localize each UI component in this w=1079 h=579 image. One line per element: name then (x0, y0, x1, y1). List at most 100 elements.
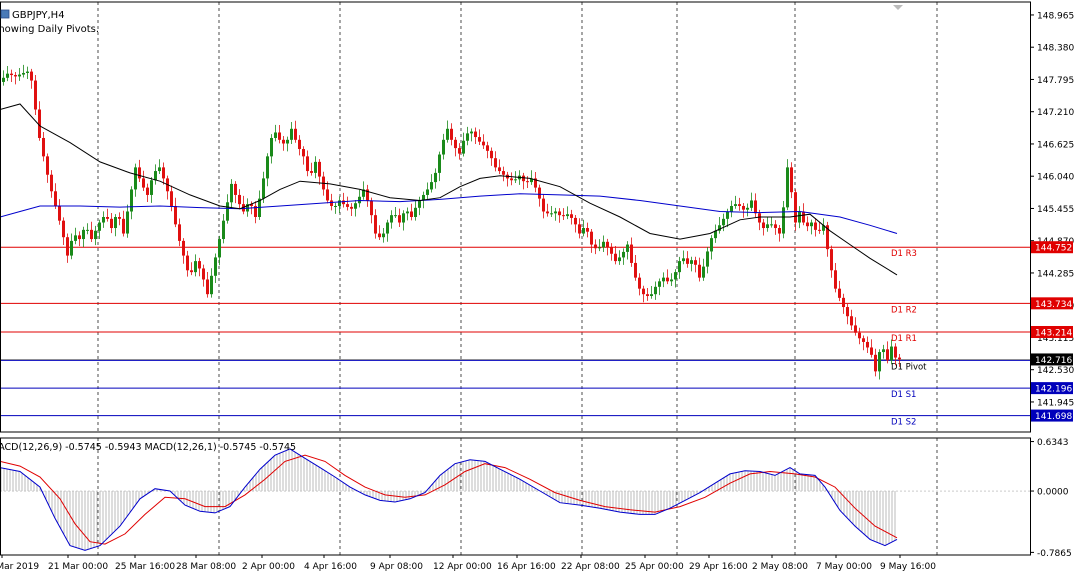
candle-body (454, 139, 457, 149)
candle-body (502, 171, 505, 175)
candle-body (90, 229, 93, 240)
candle-body (290, 128, 293, 140)
candle-body (722, 218, 725, 226)
candle-body (766, 224, 769, 229)
time-tick-label: 29 Apr 16:00 (689, 562, 748, 572)
candle-body (630, 244, 633, 263)
candle-body (190, 270, 193, 273)
macd-panel (0, 448, 1030, 551)
candle-body (186, 255, 189, 271)
candle-body (774, 224, 777, 229)
candle-body (862, 338, 865, 342)
candle-body (846, 307, 849, 317)
candle-body (446, 128, 449, 140)
candle-body (142, 178, 145, 188)
candle-body (490, 150, 493, 159)
candle-body (494, 158, 497, 168)
candle-body (394, 215, 397, 217)
candle-body (698, 264, 701, 278)
candle-body (298, 139, 301, 150)
chart-window-icon[interactable] (0, 9, 10, 19)
candle-body (422, 194, 425, 201)
candle-body (138, 167, 141, 179)
candle-body (338, 200, 341, 206)
price-tick-label: 146.625 (1037, 140, 1074, 150)
macd-tick-label: 0.0000 (1037, 488, 1069, 498)
candle-body (398, 215, 401, 223)
time-tick-label: 21 Mar 00:00 (48, 562, 108, 572)
candle-body (450, 128, 453, 140)
candle-body (750, 200, 753, 208)
candle-body (130, 189, 133, 212)
candle-body (158, 167, 161, 172)
time-tick-label: 16 Apr 16:00 (497, 562, 556, 572)
pivot-price-box (1031, 325, 1073, 338)
candle-body (886, 349, 889, 361)
candle-body (150, 180, 153, 195)
macd-label: MACD(12,26,9) -0.5745 -0.5943 MACD(12,26… (0, 442, 296, 453)
macd-signal-line (0, 454, 898, 545)
candle-body (154, 171, 157, 181)
candle-body (550, 213, 553, 215)
candle-body (238, 194, 241, 205)
candle-body (206, 279, 209, 295)
price-tick-label: 148.380 (1037, 44, 1074, 54)
candle-body (666, 277, 669, 282)
candle-body (2, 77, 5, 82)
candle-body (414, 207, 417, 217)
candle-body (682, 258, 685, 262)
time-tick-label: 19 Mar 2019 (0, 562, 39, 572)
candle-body (402, 213, 405, 223)
candle-body (658, 281, 661, 287)
candle-body (690, 260, 693, 264)
shift-marker-icon[interactable] (893, 5, 903, 10)
time-tick-label: 12 Apr 00:00 (433, 562, 492, 572)
candle-body (178, 224, 181, 241)
candle-body (770, 224, 773, 226)
candle-body (874, 354, 877, 372)
candle-body (714, 230, 717, 239)
candle-body (858, 332, 861, 339)
candle-body (226, 202, 229, 221)
candle-body (778, 228, 781, 234)
main-plot-border (0, 1, 1031, 433)
candle-body (594, 244, 597, 249)
candle-body (374, 215, 377, 234)
candle-body (478, 137, 481, 142)
time-tick-label: 9 Apr 08:00 (370, 562, 423, 572)
candle-body (118, 217, 121, 219)
candle-body (306, 156, 309, 172)
pivot-name-label: D1 S2 (891, 418, 916, 428)
pivot-lines: D1 R3 D1 R2 D1 R1 D1 Pivot D1 S1 D1 S2 (0, 246, 1030, 428)
candle-body (466, 133, 469, 141)
candle-body (818, 229, 821, 231)
pivot-price-box (1031, 382, 1073, 395)
candle-body (42, 137, 45, 157)
candle-body (662, 277, 665, 282)
candle-body (558, 211, 561, 216)
indicator-label: Showing Daily Pivots. (0, 24, 99, 35)
candle-body (718, 225, 721, 231)
candle-body (350, 206, 353, 209)
candle-body (614, 253, 617, 262)
candle-body (54, 191, 57, 206)
candle-body (618, 257, 621, 262)
price-tick-label: 147.795 (1037, 76, 1074, 86)
candle-body (326, 189, 329, 201)
candle-body (22, 72, 25, 75)
candle-body (26, 71, 29, 73)
candle-body (274, 132, 277, 138)
pivot-price-label: 144.752 (1035, 244, 1072, 254)
time-tick-label: 22 Apr 08:00 (561, 562, 620, 572)
candle-body (254, 205, 257, 217)
candle-body (342, 200, 345, 205)
grid-lines (97, 2, 938, 555)
chart-frame (0, 1, 1031, 556)
current-price-box (1031, 353, 1073, 366)
candle-body (362, 189, 365, 197)
macd-tick-label: 0.6343 (1037, 438, 1069, 448)
candle-body (78, 235, 81, 240)
candlesticks (2, 64, 901, 380)
